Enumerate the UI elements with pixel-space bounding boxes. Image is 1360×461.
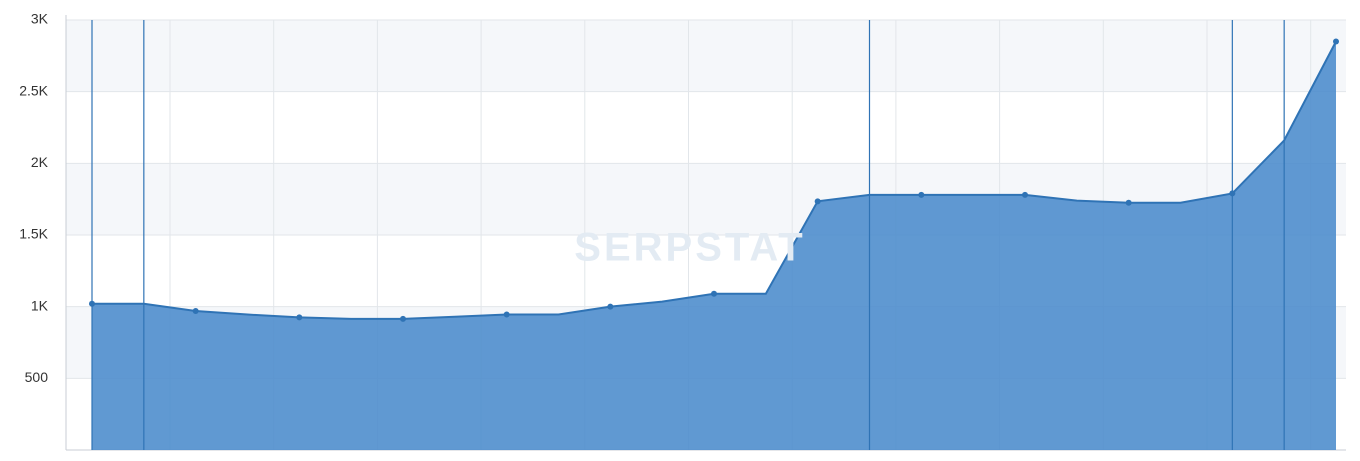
y-tick-label: 3K: [31, 11, 49, 27]
y-tick-label: 2K: [31, 154, 49, 170]
y-tick-label: 2.5K: [19, 82, 48, 98]
point: [296, 314, 303, 321]
area: [92, 41, 1336, 450]
point: [814, 198, 821, 205]
y-tick-label: 1.5K: [19, 226, 48, 242]
point: [503, 311, 510, 318]
point: [400, 315, 406, 322]
point: [918, 191, 925, 198]
point: [192, 307, 199, 314]
watermark: SERPSTAT: [574, 226, 805, 270]
point: [711, 290, 717, 297]
point: [89, 300, 95, 307]
y-tick-label: 500: [25, 369, 49, 385]
grid-band: [66, 20, 1346, 92]
y-tick-label: 1K: [31, 297, 49, 313]
point: [1333, 38, 1339, 45]
point: [1125, 199, 1132, 206]
point: [1229, 190, 1236, 197]
point: [607, 303, 614, 310]
point: [1022, 191, 1028, 198]
